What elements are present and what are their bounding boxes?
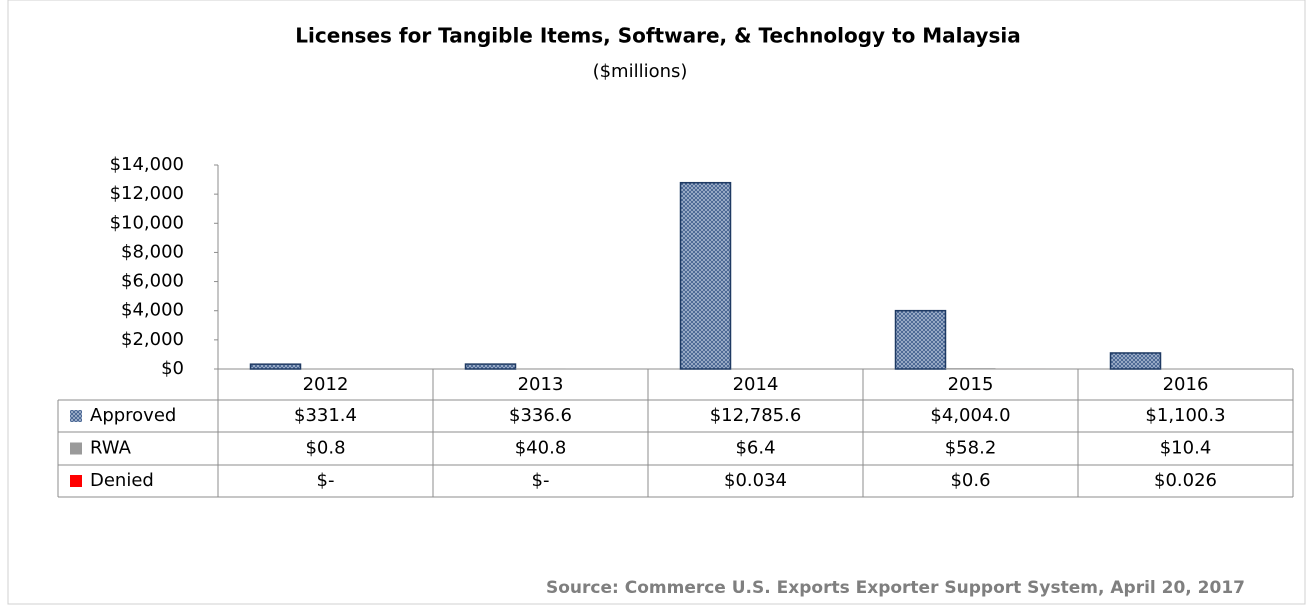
y-tick-label: $4,000 — [121, 300, 184, 321]
x-tick-label: 2015 — [948, 374, 994, 395]
y-tick-label: $12,000 — [110, 183, 184, 204]
source: Source: Commerce U.S. Exports Exporter S… — [546, 578, 1245, 598]
legend-key — [70, 475, 82, 487]
x-tick-label: 2012 — [303, 374, 349, 395]
table-cell: $0.8 — [305, 438, 345, 459]
table-cell: $1,100.3 — [1145, 405, 1225, 426]
bar — [515, 368, 566, 369]
table-cell: $58.2 — [945, 438, 997, 459]
bar — [464, 363, 517, 370]
table-cell: $0.026 — [1154, 470, 1217, 491]
table-cell: $- — [317, 470, 335, 491]
table-cell: $10.4 — [1160, 438, 1212, 459]
legend-label: RWA — [90, 438, 132, 459]
frame — [7, 0, 1306, 605]
table-cell: $0.034 — [724, 470, 787, 491]
table-cell: $336.6 — [509, 405, 572, 426]
table-cell: $12,785.6 — [710, 405, 802, 426]
chart-subtitle: ($millions) — [593, 61, 688, 82]
table-cell: $331.4 — [294, 405, 357, 426]
bar — [945, 368, 996, 369]
y-tick-label: $8,000 — [121, 241, 184, 262]
bar — [679, 181, 732, 370]
table-cell: $6.4 — [735, 438, 775, 459]
chart-title: Licenses for Tangible Items, Software, &… — [295, 24, 1020, 48]
bar — [249, 363, 302, 370]
x-tick-label: 2013 — [518, 374, 564, 395]
y-tick-label: $0 — [161, 358, 184, 379]
x-tick-label: 2014 — [733, 374, 779, 395]
legend-label: Denied — [90, 470, 154, 491]
y-tick-label: $14,000 — [110, 154, 184, 175]
bar — [894, 309, 947, 370]
y-tick-label: $6,000 — [121, 271, 184, 292]
y-tick-label: $10,000 — [110, 212, 184, 233]
legend-label: Approved — [90, 405, 176, 426]
bar — [1109, 352, 1162, 370]
table-cell: $4,004.0 — [930, 405, 1010, 426]
table-cell: $0.6 — [950, 470, 990, 491]
legend-key — [70, 410, 82, 422]
table-cell: $- — [532, 470, 550, 491]
legend-key — [70, 442, 82, 455]
table-cell: $40.8 — [515, 438, 567, 459]
y-tick-label: $2,000 — [121, 329, 184, 350]
x-tick-label: 2016 — [1163, 374, 1209, 395]
